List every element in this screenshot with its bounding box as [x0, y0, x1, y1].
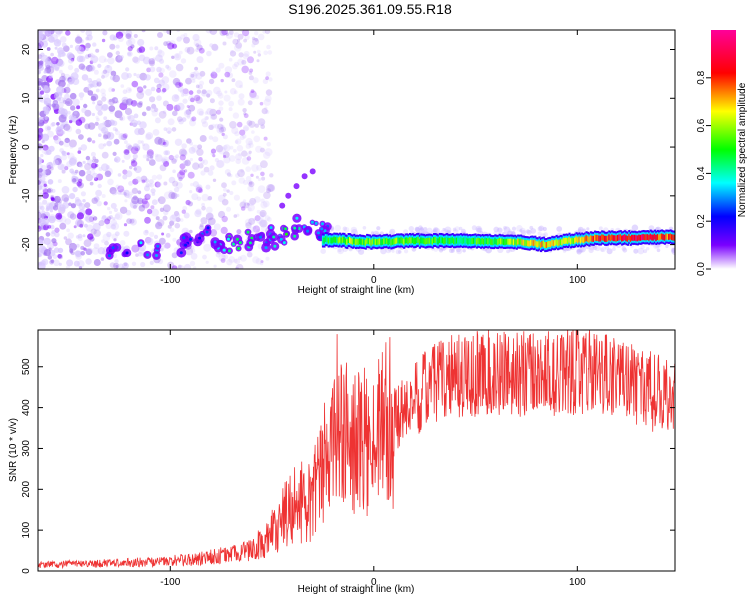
colorbar: 0.0 0.2 0.4 0.6 0.8 Normalized spectral ampl…: [696, 30, 748, 276]
snr-frame: [37, 329, 676, 572]
spectrogram-ytick-label: -20: [21, 237, 32, 252]
colorbar-ticks: 0.0 0.2 0.4 0.6 0.8: [696, 70, 711, 276]
snr-xlabel: Height of straight line (km): [298, 584, 415, 595]
spectrogram-ytick-label: 20: [21, 44, 32, 56]
snr-ylabel: SNR (10 * v/v): [8, 418, 19, 482]
spectrogram-xtick-label: -100: [160, 275, 180, 286]
spectrogram-ytick-label: -10: [21, 188, 32, 203]
snr-ytick-label: 0: [21, 568, 32, 574]
colorbar-gradient: [711, 30, 736, 269]
snr-ytick-label: 100: [21, 521, 32, 538]
spectrogram-xtick-label: 0: [371, 275, 377, 286]
colorbar-tick-label: 0.4: [696, 166, 707, 180]
snr-ytick-label: 500: [21, 358, 32, 375]
colorbar-tick-label: 0.8: [696, 70, 707, 84]
ridge-blobs: [105, 168, 332, 260]
snr-ytick-label: 300: [21, 440, 32, 457]
figure-title: S196.2025.361.09.55.R18: [288, 1, 452, 17]
spectrogram-ytick-label: 0: [21, 144, 32, 150]
snr-ytick-label: 400: [21, 399, 32, 416]
colorbar-tick-label: 0.6: [696, 118, 707, 132]
snr-panel: -100 0 100 0 100 200 300 400 500 Height of strai…: [8, 329, 676, 595]
colorbar-tick-label: 0.2: [696, 214, 707, 228]
feature-track: [321, 229, 675, 253]
snr-xtick-label: 0: [371, 577, 377, 588]
spectrogram-xtick-label: 100: [569, 275, 586, 286]
snr-xtick-label: 100: [569, 577, 586, 588]
snr-series-line: [38, 330, 675, 570]
snr-xtick-label: -100: [160, 577, 180, 588]
colorbar-label: Normalized spectral amplitude: [737, 82, 748, 217]
spectrogram-ytick-label: 10: [21, 92, 32, 104]
spectrogram-frame: [37, 29, 676, 270]
noise-region: [38, 30, 276, 269]
snr-ticks: -100 0 100 0 100 200 300 400 500: [21, 330, 675, 588]
spectrogram-xlabel: Height of straight line (km): [298, 285, 415, 296]
snr-ytick-label: 200: [21, 481, 32, 498]
colorbar-tick-label: 0.0: [696, 262, 707, 276]
spectrogram-ylabel: Frequency (Hz): [8, 116, 19, 185]
spectrogram-plot-area: [38, 30, 675, 269]
